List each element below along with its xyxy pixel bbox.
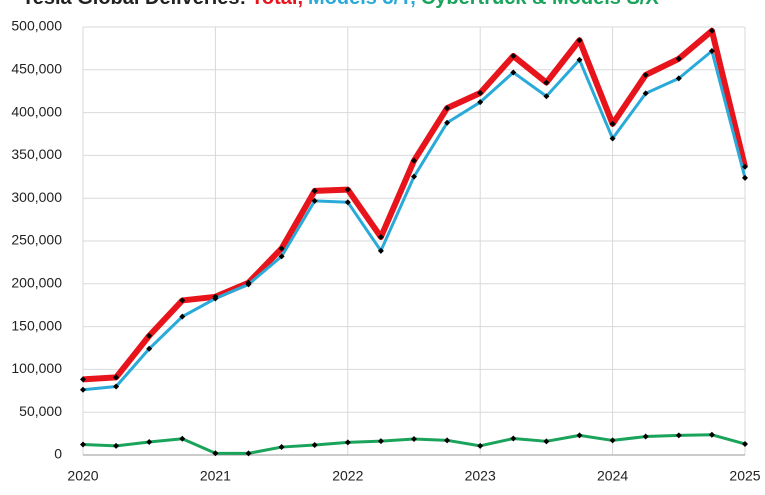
- data-point: [477, 442, 484, 449]
- data-point: [212, 295, 219, 302]
- data-point: [543, 79, 550, 86]
- data-point: [576, 56, 583, 63]
- data-point: [708, 431, 715, 438]
- data-point: [179, 297, 186, 304]
- data-point: [212, 450, 219, 457]
- data-point: [609, 135, 616, 142]
- data-point: [742, 440, 748, 447]
- legend-entry: Total: [251, 0, 297, 9]
- data-point: [675, 432, 682, 439]
- data-point: [411, 173, 417, 180]
- data-point: [642, 71, 649, 78]
- data-point: [80, 441, 86, 448]
- data-point: [113, 374, 120, 381]
- data-point: [278, 245, 285, 252]
- x-tick-label: 2022: [332, 468, 363, 484]
- data-point: [510, 69, 517, 76]
- data-point: [377, 438, 384, 445]
- y-tick-label: 200,000: [11, 275, 62, 291]
- y-tick-label: 400,000: [11, 103, 62, 119]
- y-tick-label: 450,000: [11, 61, 62, 77]
- data-point: [344, 439, 351, 446]
- y-tick-label: 350,000: [11, 146, 62, 162]
- data-point: [80, 386, 86, 393]
- data-point: [477, 90, 484, 97]
- data-point: [146, 332, 153, 339]
- series-line: [82, 49, 747, 392]
- y-tick-label: 100,000: [11, 360, 62, 376]
- data-point: [708, 27, 715, 34]
- data-point: [411, 436, 417, 443]
- data-point: [543, 93, 550, 100]
- legend-separator: ,: [410, 0, 416, 9]
- data-point: [742, 163, 748, 170]
- data-point: [179, 313, 186, 320]
- data-point: [576, 37, 583, 44]
- data-point: [609, 120, 616, 127]
- y-tick-label: 500,000: [11, 18, 62, 34]
- data-point: [113, 383, 120, 390]
- data-point: [477, 99, 484, 106]
- y-tick-label: 50,000: [19, 403, 62, 419]
- x-tick-label: 2024: [597, 468, 628, 484]
- x-tick-label: 2020: [67, 468, 98, 484]
- data-point: [576, 432, 583, 439]
- chart-title: Tesla Global Deliveries:Total,Models 3/Y…: [22, 0, 659, 9]
- data-point: [278, 444, 285, 451]
- data-point: [245, 281, 252, 288]
- data-point: [742, 174, 748, 181]
- data-point: [179, 435, 186, 442]
- data-point: [708, 48, 715, 55]
- x-tick-label: 2025: [729, 468, 760, 484]
- title-text: Tesla Global Deliveries:: [22, 0, 246, 9]
- legend-entry: Models 3/Y: [308, 0, 413, 9]
- data-point: [278, 253, 285, 260]
- data-point: [377, 247, 384, 254]
- data-point: [543, 438, 550, 445]
- data-point: [311, 187, 318, 194]
- data-point: [311, 441, 318, 448]
- data-point: [146, 345, 153, 352]
- y-tick-label: 250,000: [11, 232, 62, 248]
- data-point: [444, 119, 451, 126]
- data-point: [80, 376, 86, 383]
- data-point: [675, 55, 682, 62]
- legend-separator: ,: [297, 0, 303, 9]
- y-tick-label: 300,000: [11, 189, 62, 205]
- data-point: [245, 450, 252, 457]
- data-point: [113, 442, 120, 449]
- data-point: [444, 437, 451, 444]
- data-point: [344, 199, 351, 206]
- legend-entry: Cybertruck & Models S/X: [421, 0, 660, 9]
- data-point: [642, 90, 649, 97]
- data-point: [146, 438, 153, 445]
- data-point: [411, 157, 417, 164]
- data-point: [642, 433, 649, 440]
- data-point: [675, 75, 682, 82]
- data-point: [609, 437, 616, 444]
- data-point: [444, 105, 451, 112]
- x-tick-label: 2021: [200, 468, 231, 484]
- data-point: [510, 435, 517, 442]
- data-point: [344, 186, 351, 193]
- x-tick-label: 2023: [465, 468, 496, 484]
- data-point: [377, 233, 384, 240]
- data-point: [311, 197, 318, 204]
- data-point: [510, 52, 517, 59]
- y-tick-label: 150,000: [11, 317, 62, 333]
- y-tick-label: 0: [54, 446, 62, 462]
